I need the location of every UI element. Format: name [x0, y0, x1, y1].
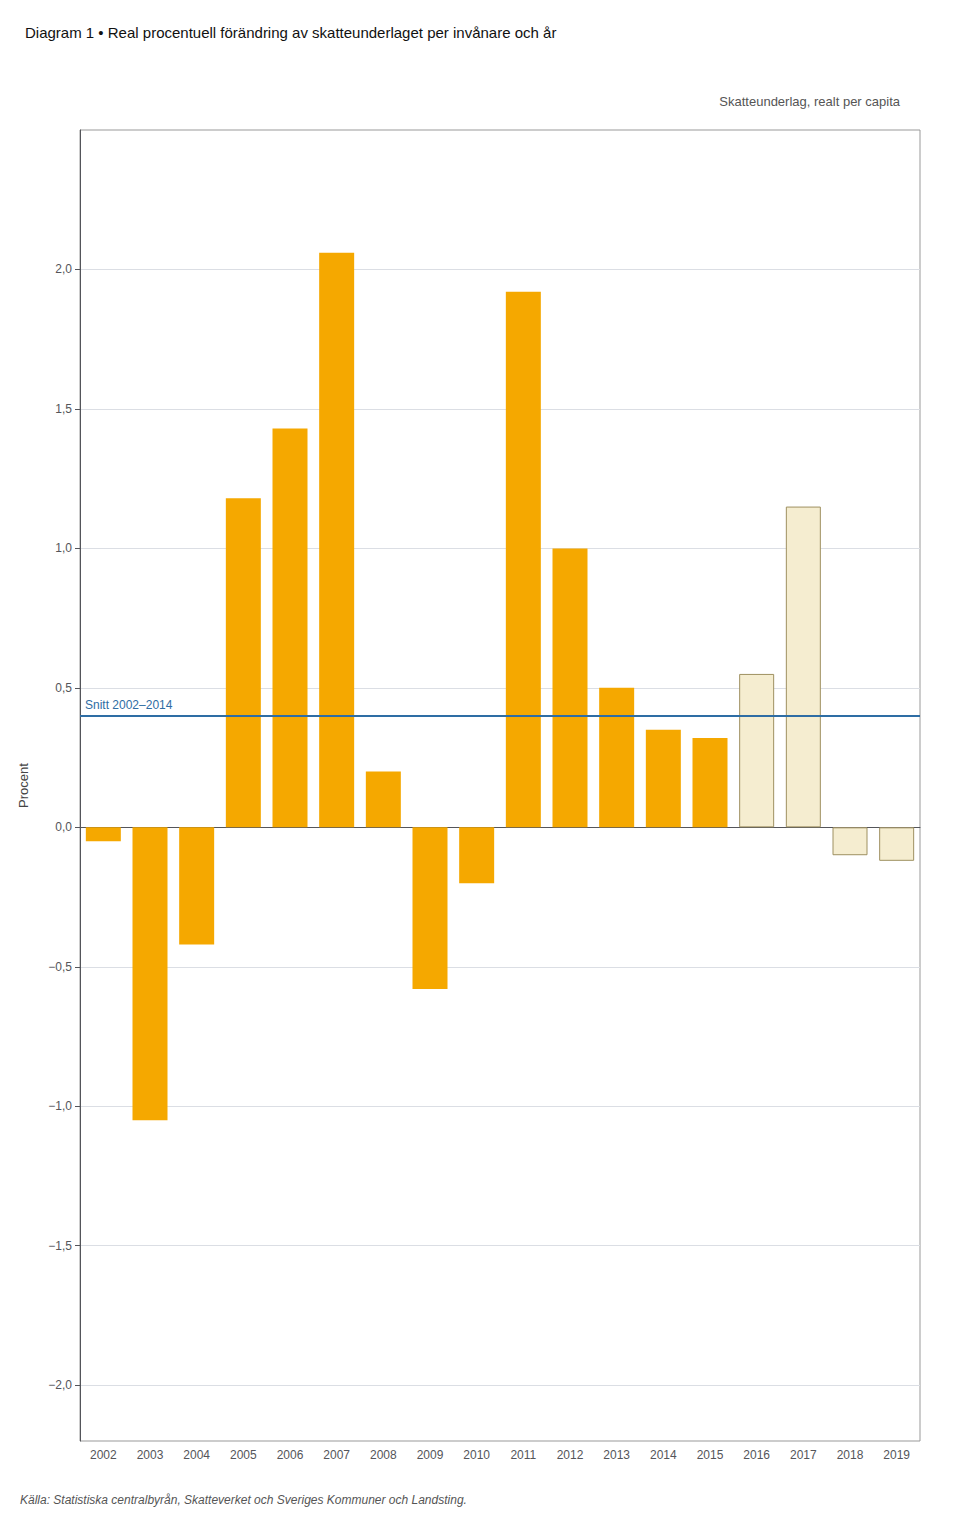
svg-text:2010: 2010 [463, 1448, 490, 1462]
svg-text:2012: 2012 [557, 1448, 584, 1462]
svg-text:2003: 2003 [137, 1448, 164, 1462]
svg-text:2016: 2016 [743, 1448, 770, 1462]
svg-text:−1,5: −1,5 [48, 1239, 72, 1253]
svg-text:Diagram 1 • Real procentuell f: Diagram 1 • Real procentuell förändring … [25, 24, 556, 41]
svg-text:0,0: 0,0 [55, 820, 72, 834]
svg-text:2008: 2008 [370, 1448, 397, 1462]
svg-text:2014: 2014 [650, 1448, 677, 1462]
svg-text:−2,0: −2,0 [48, 1378, 72, 1392]
svg-text:2018: 2018 [837, 1448, 864, 1462]
svg-text:2011: 2011 [510, 1448, 536, 1462]
svg-text:−1,0: −1,0 [48, 1099, 72, 1113]
svg-text:1,5: 1,5 [55, 402, 72, 416]
svg-text:Skatteunderlag, realt per capi: Skatteunderlag, realt per capita [719, 94, 900, 109]
svg-text:1,0: 1,0 [55, 541, 72, 555]
svg-text:Snitt 2002–2014: Snitt 2002–2014 [85, 698, 173, 712]
svg-text:2019: 2019 [883, 1448, 910, 1462]
svg-text:2013: 2013 [603, 1448, 630, 1462]
svg-text:0,5: 0,5 [55, 681, 72, 695]
svg-text:Procent: Procent [16, 763, 31, 808]
svg-text:2004: 2004 [183, 1448, 210, 1462]
svg-text:2005: 2005 [230, 1448, 257, 1462]
svg-text:2,0: 2,0 [55, 262, 72, 276]
svg-text:2015: 2015 [697, 1448, 724, 1462]
svg-text:2017: 2017 [790, 1448, 817, 1462]
svg-text:2006: 2006 [277, 1448, 304, 1462]
svg-text:2002: 2002 [90, 1448, 117, 1462]
svg-text:−0,5: −0,5 [48, 960, 72, 974]
svg-text:Källa: Statistiska centralbyrå: Källa: Statistiska centralbyrån, Skattev… [20, 1493, 467, 1507]
svg-text:2009: 2009 [417, 1448, 444, 1462]
svg-text:2007: 2007 [323, 1448, 350, 1462]
